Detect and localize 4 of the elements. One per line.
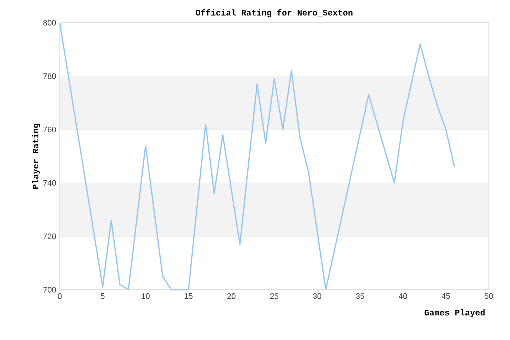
chart-title: Official Rating for Nero_Sexton xyxy=(196,9,353,18)
y-axis-title: Player Rating xyxy=(32,124,40,189)
x-axis-title: Games Played xyxy=(424,310,485,318)
line-series xyxy=(59,22,456,291)
